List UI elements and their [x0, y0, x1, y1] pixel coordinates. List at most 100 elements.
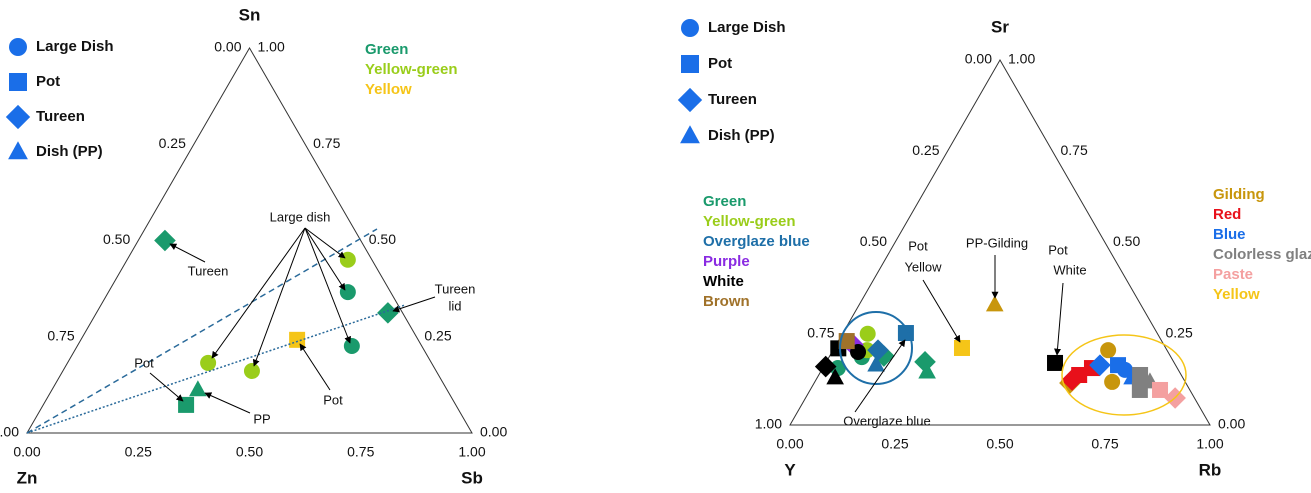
annotation: Large dish	[270, 209, 331, 224]
legend-label: Yellow-green	[365, 61, 458, 78]
bottom-tick-label: 0.00	[13, 444, 40, 460]
legend-marker	[681, 19, 699, 37]
bottom-tick-label: 0.25	[125, 444, 152, 460]
data-point	[1152, 381, 1169, 398]
right-tick-label: 0.25	[424, 327, 451, 343]
data-point	[289, 331, 306, 348]
arrow	[299, 343, 331, 391]
bottom-tick-label: 0.75	[347, 444, 374, 460]
data-point	[339, 251, 356, 268]
annotation: PP-Gilding	[966, 235, 1028, 250]
bottom-tick-label: 0.25	[881, 436, 908, 452]
legend-label: Dish (PP)	[708, 127, 775, 144]
vertex-label: Zn	[17, 468, 38, 487]
legend-label: Paste	[1213, 266, 1253, 283]
right-tick-label: 1.00	[258, 39, 285, 55]
left-tick-label: 0.00	[965, 51, 992, 67]
annotation: lid	[448, 298, 461, 313]
dashed-line	[26, 228, 378, 434]
data-point	[985, 295, 1004, 312]
vertex-label: Rb	[1199, 460, 1222, 479]
legend-label: White	[703, 273, 744, 290]
vertex-label: Sn	[239, 5, 261, 24]
legend-label: Dish (PP)	[36, 143, 103, 160]
highlight-circle	[839, 311, 913, 385]
left-tick-label: 0.50	[103, 231, 130, 247]
arrow	[304, 227, 351, 344]
triangle-frame	[789, 58, 1211, 426]
right-tick-label: 0.25	[1166, 324, 1193, 340]
bottom-tick-label: 0.75	[1091, 436, 1118, 452]
bottom-tick-label: 1.00	[458, 444, 485, 460]
arrow	[854, 339, 906, 413]
data-point	[918, 362, 936, 379]
data-point	[1132, 366, 1149, 383]
annotation: Pot	[134, 355, 154, 370]
arrow	[252, 227, 306, 367]
legend-label: Large Dish	[708, 19, 786, 36]
legend-marker	[5, 104, 31, 130]
left-tick-label: 0.50	[860, 233, 887, 249]
annotation: PP	[253, 411, 270, 426]
bottom-tick-label: 1.00	[1196, 436, 1223, 452]
vertex-label: Sb	[461, 468, 483, 487]
left-overlays: Large dish Tureen Tureen lid Pot PP Pot	[26, 209, 476, 434]
data-point	[867, 355, 885, 372]
right-tick-label: 0.50	[1113, 233, 1140, 249]
data-point	[826, 368, 844, 385]
legend-label: Tureen	[708, 91, 757, 108]
vertex-label: Sr	[991, 17, 1009, 36]
legend-label: Colorless glaze	[1213, 246, 1311, 263]
data-point	[243, 363, 260, 380]
triangle-frame	[26, 47, 473, 434]
arrow	[1054, 282, 1064, 356]
legend-label: Large Dish	[36, 38, 114, 55]
right-tick-label: 0.00	[1218, 416, 1245, 432]
legend-label: Tureen	[36, 108, 85, 125]
vertex-label: Y	[784, 460, 796, 479]
data-point	[1116, 361, 1133, 378]
annotation: Pot	[1048, 242, 1068, 257]
data-point	[859, 325, 876, 342]
legend-label: Gilding	[1213, 186, 1265, 203]
annotation: White	[1053, 262, 1086, 277]
data-point	[1071, 366, 1088, 383]
data-point	[867, 339, 889, 361]
data-point	[873, 345, 895, 367]
left-tick-label: 0.25	[159, 135, 186, 151]
right-tick-label: 0.75	[1061, 142, 1088, 158]
legend-label: Yellow	[365, 81, 412, 98]
legend-label: Yellow	[1213, 286, 1260, 303]
data-point	[377, 302, 399, 324]
legend-label: Overglaze blue	[703, 233, 810, 250]
left-tick-label: 0.00	[214, 39, 241, 55]
annotation: Overglaze blue	[843, 413, 930, 428]
bottom-tick-label: 0.50	[236, 444, 263, 460]
arrow	[922, 279, 961, 343]
arrow	[211, 227, 306, 359]
highlight-ellipse	[1061, 334, 1187, 416]
left-tick-label: 0.25	[912, 142, 939, 158]
data-point	[154, 229, 176, 252]
legend-marker	[9, 38, 27, 56]
legend-marker	[677, 87, 703, 113]
data-point	[343, 337, 360, 354]
data-point	[1104, 373, 1121, 390]
data-point	[200, 354, 217, 371]
legend-label: Purple	[703, 253, 750, 270]
right-tick-label: 0.00	[480, 424, 507, 440]
legend-marker	[681, 55, 699, 73]
left-tick-label: 1.00	[755, 416, 782, 432]
annotation: Pot	[323, 392, 343, 407]
bottom-tick-label: 0.00	[776, 436, 803, 452]
legend-label: Green	[365, 41, 408, 58]
data-point	[953, 339, 970, 356]
legend-label: Yellow-green	[703, 213, 796, 230]
annotation: Tureen	[435, 281, 476, 296]
arrow	[204, 392, 251, 414]
right-tick-label: 0.75	[313, 135, 340, 151]
legend-label: Pot	[708, 55, 732, 72]
annotation: Yellow	[904, 259, 942, 274]
right-tick-label: 1.00	[1008, 51, 1035, 67]
